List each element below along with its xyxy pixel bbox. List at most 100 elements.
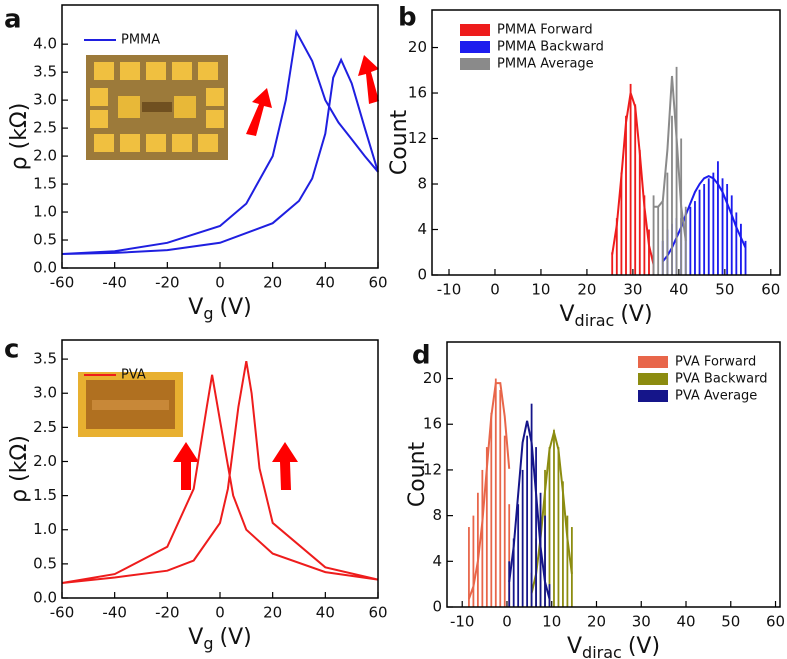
arrow xyxy=(358,55,379,104)
legend-label: PMMA xyxy=(121,33,160,48)
legend-swatch xyxy=(460,58,490,70)
histogram-bar xyxy=(666,172,669,275)
fit-curve xyxy=(467,382,511,600)
x-tick-label: 60 xyxy=(368,274,387,292)
x-label-main: V xyxy=(559,302,574,327)
histogram-bar xyxy=(485,447,488,607)
x-tick-label: -60 xyxy=(50,274,75,292)
legend-label: PVA Average xyxy=(675,389,757,404)
histogram-bar xyxy=(566,515,569,607)
x-tick-label: -20 xyxy=(155,274,180,292)
x-axis-label: Vdirac (V) xyxy=(559,302,652,330)
x-tick-label: 0 xyxy=(490,281,500,299)
legend-swatch xyxy=(638,373,668,385)
curve xyxy=(61,28,379,255)
inset-photo-a xyxy=(86,55,228,160)
x-tick-label: 60 xyxy=(368,604,387,622)
histogram-bar xyxy=(620,172,623,275)
histogram-bar xyxy=(557,447,560,607)
x-label-sub: g xyxy=(203,304,213,323)
histogram-bar xyxy=(648,229,650,275)
x-axis-label: Vg (V) xyxy=(188,625,251,653)
histogram-bar xyxy=(717,161,719,275)
histogram-bar xyxy=(707,178,710,275)
x-label-sub: dirac xyxy=(575,311,615,330)
y-tick-label: 2.5 xyxy=(33,418,57,436)
y-tick-label: 0.5 xyxy=(33,554,57,572)
histogram-bar xyxy=(694,201,696,275)
x-label-unit: (V) xyxy=(220,295,252,320)
legend-swatch xyxy=(638,356,668,368)
histogram-bar xyxy=(721,178,724,275)
histogram-bar xyxy=(535,447,537,607)
x-tick-label: -40 xyxy=(102,274,127,292)
histogram-bar xyxy=(735,212,738,275)
x-tick-label: 40 xyxy=(669,281,688,299)
legend-swatch xyxy=(460,24,490,36)
histogram-bar xyxy=(634,104,637,275)
x-tick-label: 60 xyxy=(761,281,780,299)
histogram-bar xyxy=(657,206,660,275)
histogram-bar xyxy=(476,492,479,607)
histogram-bar xyxy=(562,481,564,607)
histogram-bar xyxy=(544,515,546,607)
y-tick-label: 0 xyxy=(432,598,442,616)
y-tick-label: 1.5 xyxy=(33,175,57,193)
histogram-bar xyxy=(548,447,551,607)
x-tick-label: -60 xyxy=(50,604,75,622)
y-tick-label: 0.0 xyxy=(33,259,57,277)
histogram-bar xyxy=(508,504,511,607)
x-axis-label: Vg (V) xyxy=(188,295,251,323)
x-label-sub: dirac xyxy=(582,643,622,659)
legend-swatch xyxy=(460,41,490,53)
histogram-bar xyxy=(661,201,664,275)
histogram-bar xyxy=(652,195,655,275)
histogram-bar xyxy=(625,115,627,276)
histogram-bar xyxy=(490,412,493,607)
histogram-bar xyxy=(712,172,715,275)
legend-label: PMMA Average xyxy=(497,57,594,72)
histogram-bar xyxy=(698,189,701,275)
plot-frame xyxy=(431,9,781,276)
x-axis-label: Vdirac (V) xyxy=(567,634,660,659)
y-tick-label: 1.5 xyxy=(33,486,57,504)
panel-label: d xyxy=(412,341,431,371)
histogram-bar xyxy=(503,435,506,607)
y-tick-label: 12 xyxy=(408,129,427,147)
x-tick-label: -10 xyxy=(450,613,475,631)
histogram-bar xyxy=(521,469,524,607)
histogram-bar xyxy=(472,515,475,607)
x-tick-label: 50 xyxy=(715,281,734,299)
histogram-bar xyxy=(629,83,632,276)
y-tick-label: 2.5 xyxy=(33,119,57,137)
x-label-unit: (V) xyxy=(220,625,252,650)
y-axis-label: Count xyxy=(405,441,430,507)
histogram-bar xyxy=(671,115,673,276)
x-tick-label: 10 xyxy=(531,281,550,299)
x-tick-label: 0 xyxy=(215,274,225,292)
x-tick-label: 40 xyxy=(316,274,335,292)
histogram-bar xyxy=(512,538,515,607)
curve xyxy=(61,361,379,584)
y-axis-label: ρ (kΩ) xyxy=(7,435,32,503)
y-tick-label: 20 xyxy=(408,38,427,56)
histogram-bar xyxy=(615,218,618,275)
x-tick-label: 10 xyxy=(542,613,561,631)
legend-label: PVA Forward xyxy=(675,355,756,370)
fit-curve xyxy=(611,92,655,266)
fit-curve xyxy=(508,420,551,600)
panel: d -10 0 10 20 30 40 50 60 0 4 8 12 16 20 Vdirac (V) Count… xyxy=(405,341,785,659)
fit-curve xyxy=(653,75,687,242)
arrow xyxy=(246,88,272,136)
histogram-bar xyxy=(517,504,520,607)
histogram-bar xyxy=(611,252,614,275)
histogram-bar xyxy=(638,149,641,275)
y-tick-label: 20 xyxy=(423,369,442,387)
histogram-bar xyxy=(689,206,692,275)
arrow xyxy=(272,442,298,490)
y-tick-label: 1.0 xyxy=(33,203,57,221)
histogram-bar xyxy=(726,184,729,275)
x-label-unit: (V) xyxy=(628,634,660,659)
y-tick-label: 3.0 xyxy=(33,384,57,402)
x-label-unit: (V) xyxy=(620,302,652,327)
